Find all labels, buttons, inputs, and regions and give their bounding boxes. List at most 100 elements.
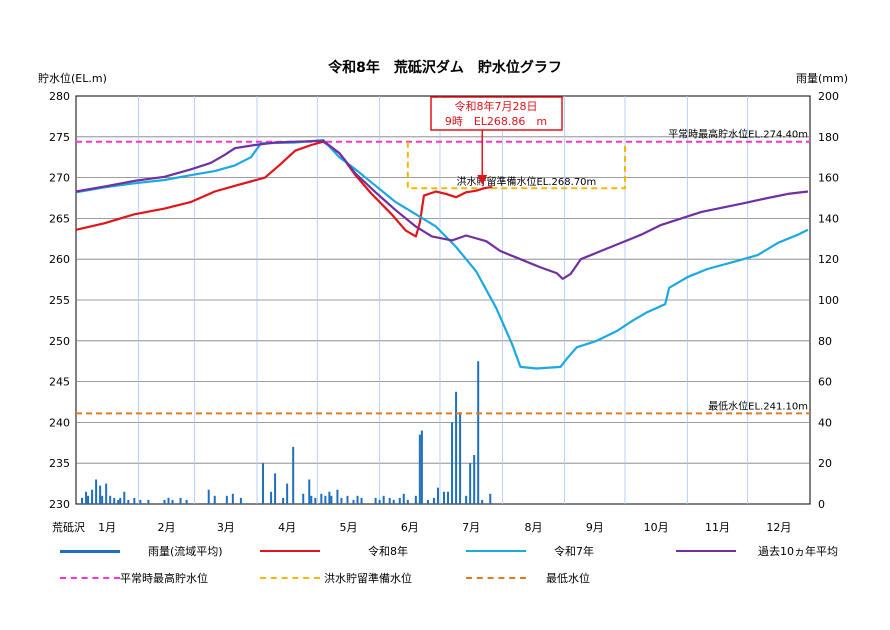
y-tick-right: 20 [818,457,832,470]
rain-bar [127,499,130,504]
rain-bar [109,495,112,504]
rain-bar [117,499,120,504]
rain-bar [378,499,381,504]
reference-label: 平常時最高貯水位EL.274.40m [668,128,808,141]
series-line [75,139,809,280]
x-tick-month: 5月 [339,521,357,534]
rain-bar [481,499,484,504]
rain-bar [469,463,472,504]
y-tick-left: 270 [49,172,70,185]
y-tick-right: 160 [818,172,839,185]
rain-bar [459,412,462,504]
rain-bar [320,493,323,504]
rain-bar [139,499,142,504]
rain-bar [286,483,289,504]
y-tick-left: 235 [49,457,70,470]
rain-bar [133,497,136,504]
series-line [75,140,493,238]
rain-bar [414,495,417,504]
rain-bar [95,479,98,504]
axis-ticks: 230 0 235 20 240 40 245 60 250 80 255 100 260 120 265 1… [49,90,839,534]
annotation: 令和8年7月28日 9時 EL268.86 m [430,96,563,131]
y-tick-left: 230 [49,498,70,511]
y-tick-left: 275 [49,131,70,144]
x-tick-month: 4月 [278,521,296,534]
rain-bar [418,434,421,504]
rain-bar [105,483,108,504]
rain-bar [356,495,359,504]
y-tick-right: 80 [818,335,832,348]
rain-bar [330,495,333,504]
x-tick-month: 7月 [462,521,480,534]
y-tick-left: 240 [49,416,70,429]
x-tick-month: 8月 [524,521,542,534]
annotation-box [430,96,563,131]
x-tick-month: 2月 [157,521,175,534]
x-tick-month: 11月 [705,521,730,534]
y-tick-left: 260 [49,253,70,266]
rain-bar [447,491,450,504]
rain-bar [374,497,377,504]
rain-bar [324,495,327,504]
x-tick-month: 12月 [766,521,791,534]
rain-bar [163,499,166,504]
rain-bar [101,495,104,504]
rain-bar [406,499,409,504]
y-tick-left: 250 [49,335,70,348]
y-tick-right: 140 [818,212,839,225]
rain-bar [113,497,116,504]
grid [75,95,811,505]
rain-bar [213,495,216,504]
x-tick-month: 9月 [586,521,604,534]
y-tick-left: 280 [49,90,70,103]
rain-bar [308,479,311,504]
y-tick-left: 245 [49,376,70,389]
rain-bar [451,422,454,504]
rain-bar [310,495,313,504]
rain-bar [231,493,234,504]
rain-bar [274,473,277,504]
rain-bar [262,463,265,504]
rain-bar [388,497,391,504]
rain-bar [81,497,84,504]
rain-bar [328,491,331,504]
rain-bar [392,499,395,504]
flood-level-line [406,141,626,190]
y-tick-right: 100 [818,294,839,307]
rain-bar [346,495,349,504]
rain-bar [455,391,458,504]
chart-title: 令和8年 荒砥沢ダム 貯水位グラフ [327,59,562,76]
rain-bar [314,497,317,504]
rain-bar [302,493,305,504]
series-line [75,139,809,370]
annotation-line2: 9時 EL268.86 m [445,115,547,128]
x-tick-month: 10月 [644,521,669,534]
rain-bar [473,455,476,504]
rain-bar [465,495,468,504]
rain-bar [402,493,405,504]
reference-label: 最低水位EL.241.10m [708,399,808,412]
rain-bar [382,495,385,504]
rain-bar [85,491,88,504]
y-tick-right: 200 [818,90,839,103]
rain-bar [119,497,122,504]
rain-bar [336,489,339,504]
rain-bar [207,489,210,504]
rain-bar [489,493,492,504]
rain-bar [292,446,295,504]
rain-bar [239,497,242,504]
rain-bar [477,361,480,504]
rain-bar [87,495,90,504]
series-lines [75,139,809,370]
x-corner-label: 荒砥沢 [52,520,85,534]
reference-lines: 平常時最高貯水位EL.274.40m 最低水位EL.241.10m 洪水貯留準備水位… [76,128,810,415]
rain-bar [340,497,343,504]
rain-bar [352,499,355,504]
rain-bars [81,361,492,504]
rain-bar [420,430,423,504]
y-axis-left-label: 貯水位(EL.m) [38,71,107,85]
rain-bar [171,499,174,504]
x-tick-month: 6月 [401,521,419,534]
rain-bar [91,489,94,504]
